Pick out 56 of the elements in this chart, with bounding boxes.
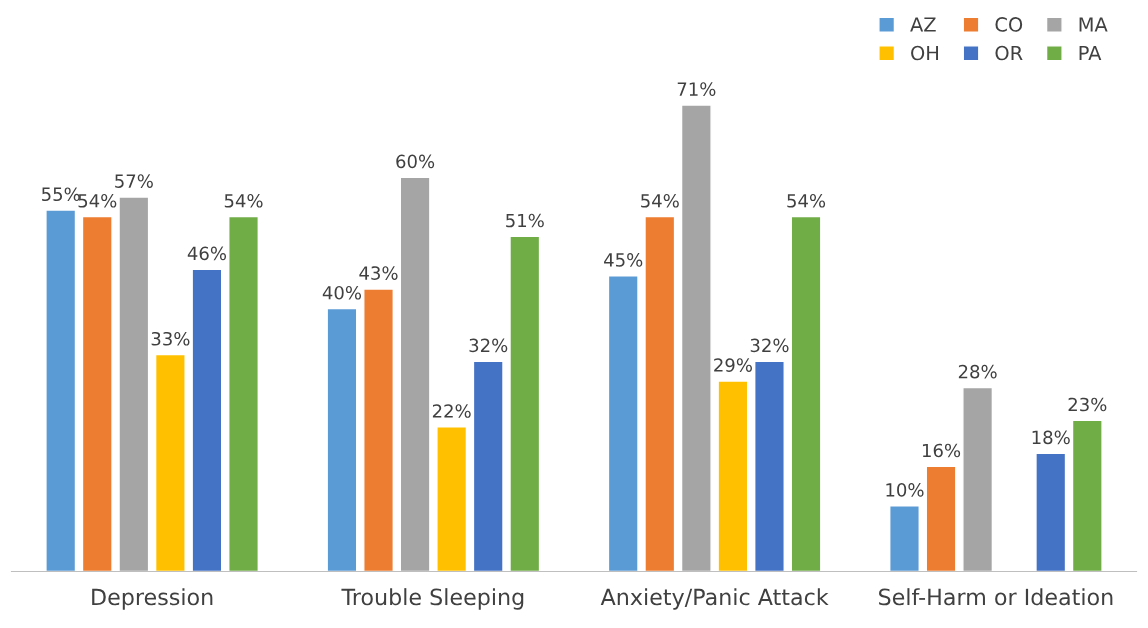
bar [717,380,749,572]
legend-label: PA [1079,45,1102,61]
legend-label: CO [995,17,1023,32]
bar [399,176,431,572]
x-tick-label: Trouble Sleeping [341,588,524,610]
data-label: 54% [224,193,263,208]
data-label: 16% [922,443,961,458]
legend-label: OR [995,45,1023,61]
data-label: 23% [1068,397,1107,412]
data-label: 51% [506,213,544,228]
data-label: 28% [958,364,997,379]
legend-label: MA [1079,17,1108,32]
bar [472,360,504,572]
data-label: 55% [42,187,80,202]
bar [607,275,639,572]
data-label: 46% [187,246,227,261]
x-tick-label: Anxiety/Panic Attack [600,588,829,610]
x-tick-label: Depression [92,588,213,610]
data-label: 43% [359,266,398,280]
data-label: 29% [714,358,752,372]
bar [889,505,920,572]
data-label: 54% [641,193,679,208]
bar [191,268,223,572]
bar [326,307,358,572]
bar [644,215,676,572]
bar [790,215,822,572]
bar [436,426,468,572]
legend-label: AZ [910,17,936,32]
data-label: 71% [677,82,716,96]
bar [45,209,77,572]
bar [81,215,113,572]
data-label: 32% [750,338,789,353]
data-label: 54% [787,193,826,208]
data-label: 18% [1032,430,1070,445]
data-label: 45% [604,253,643,267]
bar [680,104,712,572]
bar [363,288,394,572]
data-label: 33% [151,331,190,346]
data-label: 40% [322,285,362,300]
data-label: 57% [115,174,153,188]
bar [509,235,541,572]
bar [962,386,994,572]
data-label: 54% [78,193,117,208]
data-label: 60% [396,154,435,169]
bar [228,215,259,572]
data-label: 32% [469,338,508,353]
bar [925,465,957,572]
legend-label: OH [911,45,939,61]
bar [118,196,150,572]
bar [1071,419,1103,572]
x-tick-label: Self-Harm or Ideation [879,588,1113,606]
data-label: 10% [886,483,924,497]
data-label: 22% [432,404,471,418]
bar [754,360,785,572]
bar [154,353,186,572]
bar [1035,452,1067,572]
